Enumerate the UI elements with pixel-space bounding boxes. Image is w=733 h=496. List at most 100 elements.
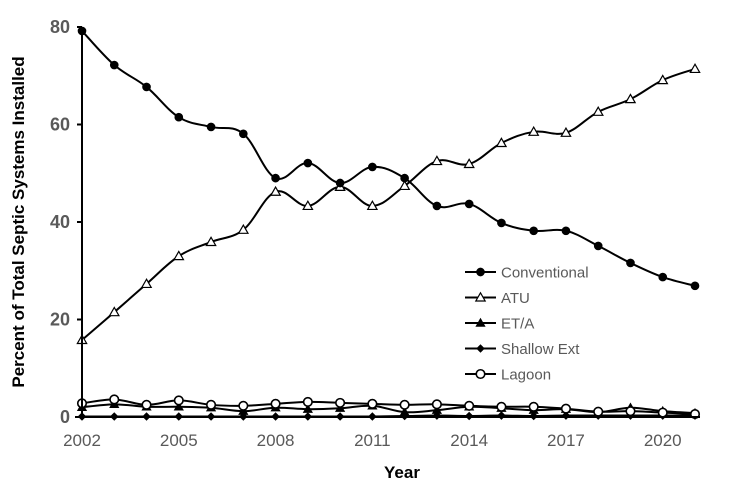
marker-open-circle-icon	[431, 399, 442, 410]
legend-label: Conventional	[501, 265, 589, 282]
marker-open-triangle-icon	[205, 236, 217, 247]
marker-filled-circle-icon	[109, 60, 119, 70]
marker-open-triangle-icon	[237, 223, 250, 234]
marker-open-triangle-icon	[140, 278, 153, 289]
marker-filled-circle-icon	[593, 241, 603, 251]
marker-open-circle-icon	[238, 400, 249, 411]
marker-filled-circle-icon	[690, 281, 700, 291]
marker-open-triangle-icon	[474, 291, 487, 302]
marker-open-circle-icon	[367, 398, 378, 409]
x-tick-label: 2017	[547, 431, 585, 450]
marker-open-triangle-icon	[302, 200, 314, 211]
y-tick-label: 40	[50, 212, 70, 232]
marker-open-triangle-icon	[527, 125, 540, 136]
marker-filled-circle-icon	[400, 173, 409, 183]
marker-open-circle-icon	[270, 398, 281, 409]
marker-open-triangle-icon	[431, 155, 443, 166]
x-tick-label: 2011	[354, 431, 391, 450]
y-axis-title: Percent of Total Septic Systems Installe…	[9, 56, 28, 387]
marker-open-triangle-icon	[398, 180, 411, 191]
marker-open-circle-icon	[302, 396, 313, 407]
legend-label: Shallow Ext	[501, 341, 580, 358]
series-layer	[76, 26, 701, 421]
series-line	[81, 30, 696, 287]
legend-item: ATU	[465, 290, 530, 307]
marker-open-circle-icon	[560, 403, 571, 414]
marker-filled-circle-icon	[271, 173, 280, 183]
marker-open-circle-icon	[173, 395, 184, 406]
marker-filled-circle-icon	[368, 162, 377, 172]
marker-open-triangle-icon	[108, 306, 120, 317]
marker-open-circle-icon	[335, 397, 346, 408]
marker-open-circle-icon	[496, 401, 507, 412]
marker-filled-circle-icon	[238, 129, 248, 139]
marker-filled-circle-icon	[561, 226, 571, 236]
marker-open-circle-icon	[399, 399, 410, 410]
legend-item: Lagoon	[465, 367, 551, 384]
x-tick-label: 2014	[450, 431, 488, 450]
axes	[75, 27, 700, 418]
marker-open-triangle-icon	[366, 200, 379, 211]
y-tick-label: 80	[50, 17, 70, 37]
y-tick-label: 60	[50, 115, 70, 135]
marker-filled-diamond-icon	[497, 411, 506, 420]
marker-open-triangle-icon	[173, 250, 185, 261]
marker-open-circle-icon	[206, 399, 217, 410]
marker-filled-circle-icon	[432, 201, 442, 211]
legend-item: Shallow Ext	[465, 341, 580, 358]
marker-open-circle-icon	[464, 400, 475, 411]
series-atu	[76, 63, 701, 345]
marker-filled-circle-icon	[174, 112, 184, 122]
y-ticks: 0 20 40 60 80	[50, 17, 82, 427]
marker-open-triangle-icon	[463, 158, 475, 169]
marker-filled-circle-icon	[303, 158, 313, 168]
y-tick-label: 20	[50, 310, 70, 330]
legend-item: ET/A	[465, 316, 534, 333]
marker-filled-triangle-icon	[302, 403, 313, 413]
marker-filled-circle-icon	[476, 267, 485, 277]
y-tick-label: 0	[60, 407, 70, 427]
series-et-a	[76, 399, 701, 417]
marker-filled-circle-icon	[529, 226, 539, 236]
series-conventional	[77, 26, 700, 291]
marker-filled-diamond-icon	[561, 411, 571, 420]
marker-open-circle-icon	[625, 406, 636, 417]
x-tick-label: 2008	[257, 431, 295, 450]
marker-open-triangle-icon	[560, 126, 572, 137]
marker-open-triangle-icon	[657, 74, 669, 85]
marker-open-circle-icon	[528, 401, 539, 412]
series-lagoon	[76, 394, 701, 420]
marker-open-triangle-icon	[689, 63, 701, 74]
marker-filled-triangle-icon	[173, 401, 184, 411]
marker-filled-circle-icon	[658, 272, 668, 282]
marker-filled-circle-icon	[497, 218, 506, 228]
series-line	[81, 67, 696, 341]
marker-open-triangle-icon	[269, 185, 282, 196]
marker-filled-circle-icon	[464, 199, 474, 209]
marker-filled-circle-icon	[626, 258, 635, 268]
marker-filled-triangle-icon	[431, 404, 443, 414]
marker-open-triangle-icon	[592, 105, 604, 116]
legend-label: ET/A	[501, 316, 534, 333]
x-tick-label: 2020	[644, 431, 682, 450]
marker-open-circle-icon	[657, 407, 668, 418]
marker-open-triangle-icon	[495, 137, 508, 148]
marker-filled-diamond-icon	[476, 344, 485, 353]
marker-filled-triangle-icon	[399, 406, 410, 416]
marker-open-circle-icon	[475, 368, 486, 380]
marker-open-triangle-icon	[624, 93, 637, 104]
marker-filled-circle-icon	[142, 82, 151, 92]
marker-open-circle-icon	[109, 394, 120, 405]
legend-label: Lagoon	[501, 367, 551, 384]
marker-filled-circle-icon	[335, 178, 345, 188]
legend: Conventional ATU ET/A Shallow Ext Lagoon	[465, 265, 589, 384]
x-axis-title: Year	[384, 463, 420, 482]
marker-open-circle-icon	[593, 406, 604, 417]
marker-filled-circle-icon	[206, 122, 216, 132]
marker-open-circle-icon	[141, 399, 152, 410]
legend-item: Conventional	[465, 265, 589, 282]
x-tick-label: 2002	[63, 431, 101, 450]
marker-filled-triangle-icon	[475, 317, 486, 327]
legend-label: ATU	[501, 290, 530, 307]
